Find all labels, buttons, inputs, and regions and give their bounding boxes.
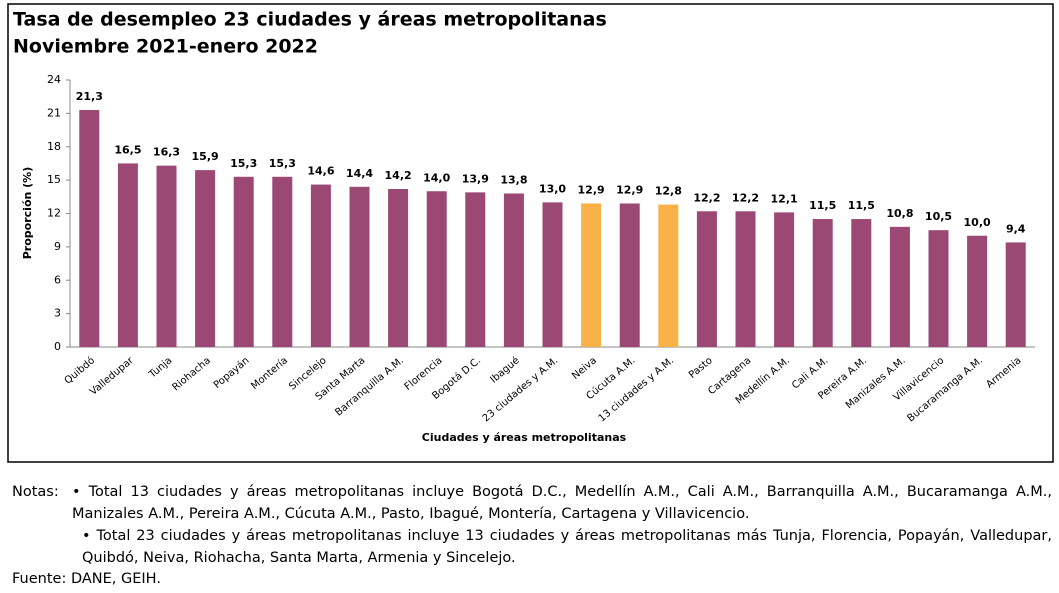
bar: [310, 184, 331, 347]
y-tick-label: 18: [47, 140, 61, 153]
x-tick-label: Montería: [249, 354, 291, 392]
chart-border: [7, 3, 1054, 463]
bar: [426, 191, 447, 347]
chart-subtitle: Noviembre 2021-enero 2022: [13, 36, 318, 58]
chart-title: Tasa de desempleo 23 ciudades y áreas me…: [13, 9, 607, 31]
bar: [735, 211, 756, 347]
value-label: 15,3: [269, 157, 296, 170]
value-label: 15,3: [230, 157, 257, 170]
chart: Tasa de desempleo 23 ciudades y áreas me…: [7, 3, 1054, 463]
x-axis-label: Ciudades y áreas metropolitanas: [422, 431, 627, 444]
value-label: 12,1: [771, 192, 798, 205]
bar: [388, 189, 409, 347]
bar: [465, 192, 486, 347]
bar: [503, 193, 524, 347]
x-tick-label: 13 ciudades y A.M.: [597, 355, 677, 424]
bar: [195, 170, 216, 347]
source: Fuente: DANE, GEIH.: [12, 571, 161, 587]
value-label: 14,6: [307, 165, 334, 178]
x-tick-label: Ibagué: [488, 354, 522, 385]
x-tick-label: Popayán: [211, 354, 251, 391]
y-tick-label: 6: [54, 273, 61, 286]
y-tick-label: 0: [54, 340, 61, 353]
bar: [928, 230, 949, 347]
value-label: 16,3: [153, 146, 180, 159]
value-label: 14,2: [385, 169, 412, 182]
x-tick-label: 23 ciudades y A.M.: [481, 355, 561, 424]
x-tick-label: Neiva: [570, 355, 599, 382]
bar: [696, 211, 717, 347]
y-axis-label: Proporción (%): [21, 167, 34, 260]
note: • Total 13 ciudades y áreas metropolitan…: [72, 484, 1052, 522]
note: • Total 23 ciudades y áreas metropolitan…: [82, 528, 1052, 566]
bar: [117, 163, 138, 347]
notes: Notas: • Total 13 ciudades y áreas metro…: [12, 481, 1052, 569]
y-tick-label: 9: [54, 240, 61, 253]
notes-label: Notas:: [12, 484, 59, 500]
bar: [812, 219, 833, 347]
value-label: 9,4: [1006, 222, 1026, 235]
bar: [542, 202, 563, 347]
value-label: 10,5: [925, 210, 952, 223]
bar: [774, 212, 795, 347]
bar: [79, 110, 100, 347]
value-label: 12,9: [578, 183, 605, 196]
x-tick-label: Tunja: [146, 355, 174, 381]
bar: [272, 176, 293, 347]
value-label: 13,9: [462, 172, 489, 185]
value-label: 11,5: [809, 199, 836, 212]
value-label: 14,0: [423, 171, 450, 184]
x-tick-label: Valledupar: [88, 355, 136, 398]
x-tick-label: Armenia: [984, 355, 1023, 390]
value-label: 15,9: [192, 150, 219, 163]
bar: [851, 219, 872, 347]
y-tick-label: 3: [54, 307, 61, 320]
value-label: 13,8: [500, 173, 527, 186]
value-label: 14,4: [346, 167, 373, 180]
value-label: 12,9: [616, 183, 643, 196]
value-label: 12,2: [732, 191, 759, 204]
value-label: 10,8: [886, 207, 913, 220]
x-tick-label: Pasto: [687, 355, 715, 381]
bar: [619, 203, 640, 347]
y-tick-label: 24: [47, 73, 61, 86]
value-label: 10,0: [964, 216, 991, 229]
bar: [349, 186, 370, 347]
x-tick-label: Riohacha: [170, 355, 213, 393]
x-tick-label: Barranquilla A.M.: [333, 355, 406, 418]
bar: [233, 176, 254, 347]
notes-items: • Total 13 ciudades y áreas metropolitan…: [70, 481, 1052, 569]
bar: [658, 204, 679, 347]
value-label: 12,2: [693, 191, 720, 204]
y-tick-label: 15: [47, 173, 61, 186]
bar: [581, 203, 602, 347]
value-label: 11,5: [848, 199, 875, 212]
bar: [156, 165, 177, 347]
bar: [1005, 242, 1026, 347]
value-label: 13,0: [539, 182, 566, 195]
y-tick-label: 12: [47, 207, 61, 220]
value-label: 12,8: [655, 185, 682, 198]
value-label: 21,3: [76, 90, 103, 103]
bar: [967, 235, 988, 347]
value-label: 16,5: [114, 143, 141, 156]
x-tick-label: Quibdó: [62, 354, 97, 386]
bar: [889, 226, 910, 347]
x-tick-label: Bucaramanga A.M.: [905, 355, 985, 424]
y-tick-label: 21: [47, 106, 61, 119]
